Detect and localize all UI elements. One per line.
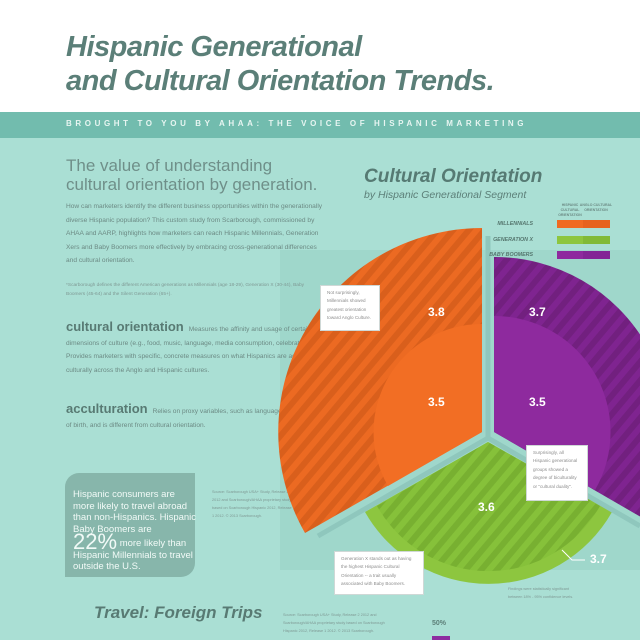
- title-line-1: Hispanic Generational: [66, 31, 362, 63]
- definition-term: acculturation: [66, 401, 148, 416]
- callout-generation-x: Generation X stands out as having the hi…: [334, 551, 424, 595]
- definition-text: Measures the affinity and usage of certa…: [66, 326, 316, 374]
- travel-stat-box: Hispanic consumers are more likely to tr…: [65, 473, 197, 577]
- chart-subtitle: by Hispanic Generational Segment: [364, 189, 527, 201]
- chart-title: Cultural Orientation: [364, 166, 543, 187]
- callout-millennials: Not surprisingly, Millennials showed gre…: [320, 285, 380, 331]
- definition-cultural-orientation: cultural orientation Measures the affinit…: [66, 320, 316, 377]
- definition-acculturation: acculturation Relies on proxy variables, …: [66, 402, 316, 432]
- lower-background-band: [0, 570, 640, 640]
- generation-footnote: *Scarborough defines the different Ameri…: [66, 283, 305, 297]
- value-genx-anglo: 3.6: [478, 500, 495, 514]
- legend-bar-millennials: [557, 220, 610, 228]
- legend-label-baby-boomers: BABY BOOMERS: [489, 252, 533, 258]
- travel-stat-line-1: Hispanic consumers are more likely to tr…: [73, 489, 197, 535]
- legend-label-generation-x: GENERATION X: [493, 237, 533, 243]
- value-boomers-hispanic: 3.5: [529, 395, 546, 409]
- travel-bar: [432, 636, 450, 640]
- value-genx-hispanic: 3.7: [590, 552, 607, 566]
- travel-source-note: Source: Scarborough USA+ Study, Release …: [283, 613, 385, 633]
- definition-term: cultural orientation: [66, 319, 184, 334]
- intro-body: How can marketers identify the different…: [66, 203, 323, 264]
- legend-label-millennials: MILLENNIALS: [497, 221, 533, 227]
- title-line-2: and Cultural Orientation Trends.: [66, 65, 495, 97]
- legend-bar-generation-x: [557, 236, 610, 244]
- travel-stat-number: 22%: [73, 529, 118, 554]
- travel-stat-line-2: more likely than Hispanic Millennials to…: [73, 538, 193, 572]
- intro-heading: The value of understanding cultural orie…: [66, 156, 318, 194]
- legend-bar-baby-boomers: [557, 251, 610, 259]
- legend-header-hispanic: HISPANIC CULTURAL ORIENTATION: [558, 203, 582, 217]
- definition-text: Relies on proxy variables, such as langu…: [66, 408, 313, 429]
- travel-bar-value: 50%: [432, 620, 447, 627]
- source-note: Source: Scarborough USA+ Study, Release …: [212, 490, 292, 518]
- value-boomers-anglo: 3.7: [529, 305, 546, 319]
- travel-stat-text: Hispanic consumers are more likely to tr…: [73, 489, 197, 573]
- significance-note: Findings were statistically significant …: [508, 587, 574, 599]
- page-header: Hispanic Generational and Cultural Orien…: [0, 0, 640, 112]
- page-title: Hispanic Generational and Cultural Orien…: [66, 30, 495, 98]
- legend-header-anglo: ANGLO CULTURAL ORIENTATION: [579, 203, 613, 212]
- travel-section-title: Travel: Foreign Trips: [94, 603, 263, 622]
- callout-boomers: Surprisingly, all Hispanic generational …: [526, 445, 588, 501]
- value-millennials-hispanic: 3.5: [428, 395, 445, 409]
- value-millennials-anglo: 3.8: [428, 305, 445, 319]
- banner-text: BROUGHT TO YOU BY AHAA: THE VOICE OF HIS…: [66, 119, 528, 128]
- genx-hispanic-pointer: [561, 549, 585, 561]
- sponsor-banner: BROUGHT TO YOU BY AHAA: THE VOICE OF HIS…: [0, 112, 640, 138]
